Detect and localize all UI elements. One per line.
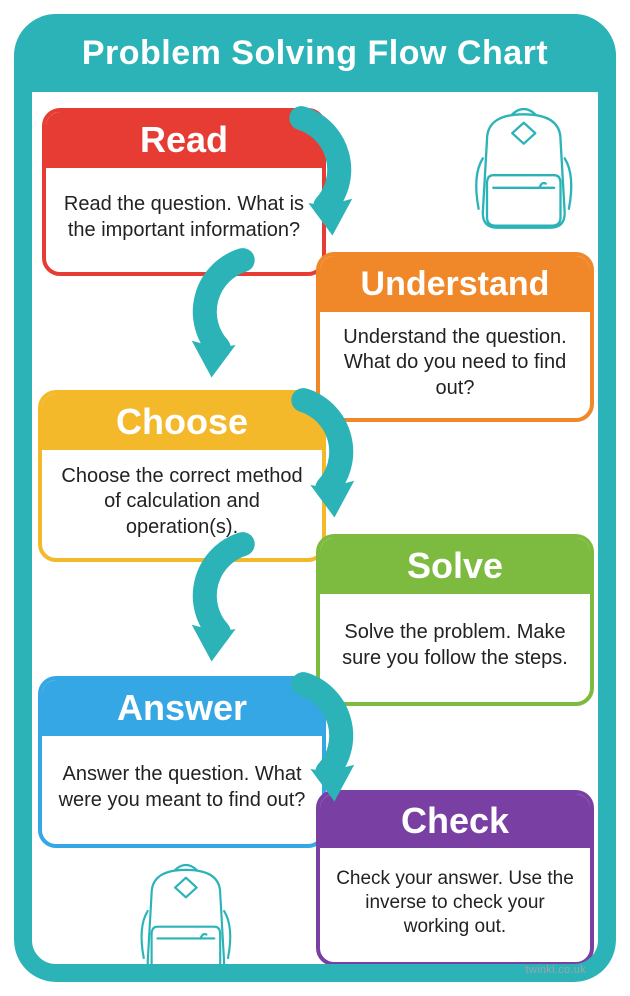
flow-canvas: ReadRead the question. What is the impor… — [14, 14, 616, 982]
card-understand-title: Understand — [320, 256, 590, 312]
arrow-a5 — [260, 670, 380, 790]
arrow-a4 — [166, 530, 286, 650]
card-solve-title: Solve — [320, 538, 590, 594]
card-check-body: Check your answer. Use the inverse to ch… — [320, 848, 590, 962]
card-check: CheckCheck your answer. Use the inverse … — [316, 790, 594, 966]
backpack-icon — [132, 864, 240, 982]
arrow-a1 — [258, 104, 378, 224]
card-check-title: Check — [320, 794, 590, 848]
arrow-a3 — [260, 386, 380, 506]
footer-credit: twinkl.co.uk — [526, 964, 586, 976]
arrow-a2 — [166, 246, 286, 366]
poster-frame: Problem Solving Flow Chart ReadRead the … — [14, 14, 616, 982]
backpack-icon — [466, 108, 582, 234]
